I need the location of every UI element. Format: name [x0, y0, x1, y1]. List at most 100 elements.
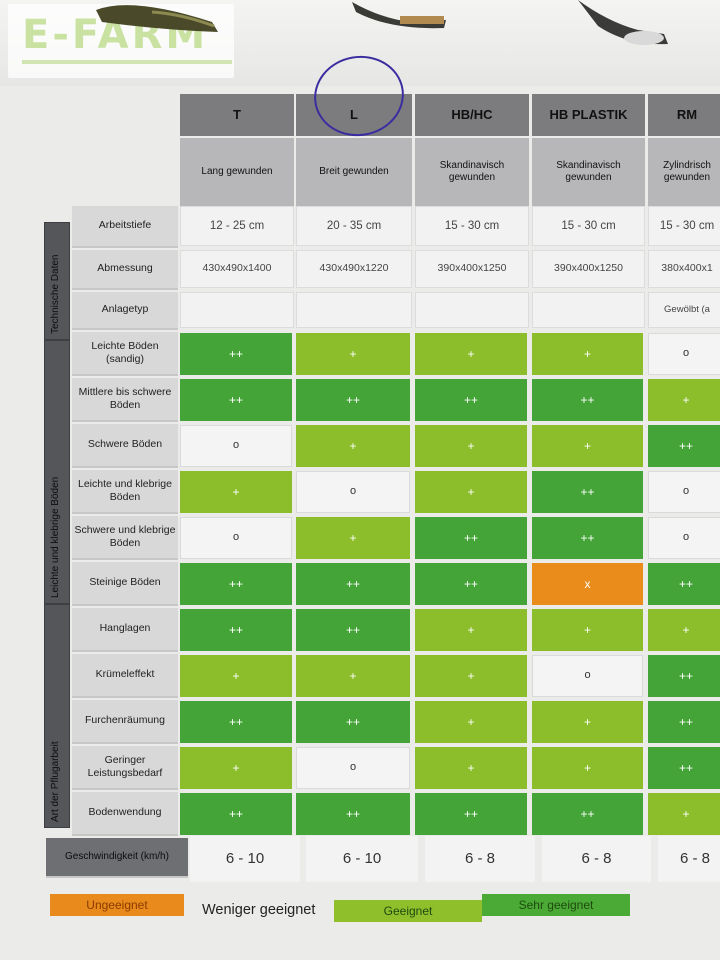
plough-l-image [352, 2, 446, 29]
rating-cell: + [415, 471, 527, 513]
legend-item: Ungeeignet [50, 894, 184, 916]
rating-cell: + [415, 655, 527, 697]
rating-cell: ++ [532, 471, 643, 513]
row-label: Steinige Böden [72, 562, 178, 606]
row-label: Furchenräumung [72, 700, 178, 744]
rating-cell: + [415, 701, 527, 743]
rating-cell: ++ [415, 563, 527, 605]
rating-cell: + [415, 747, 527, 789]
rating-cell: ++ [532, 379, 643, 421]
rating-cell: + [648, 609, 720, 651]
rating-cell: ++ [648, 701, 720, 743]
rating-cell: + [532, 609, 643, 651]
rating-cell: + [415, 609, 527, 651]
rating-cell: ++ [415, 517, 527, 559]
row-label: Leichte Böden (sandig) [72, 332, 178, 376]
legend-item-weniger-geeignet: Weniger geeignet [202, 902, 316, 918]
row-label: Schwere Böden [72, 424, 178, 468]
rating-cell: ++ [415, 793, 527, 835]
column-code-header: T [180, 94, 294, 136]
tech-value-cell: 430x490x1220 [296, 250, 412, 288]
speed-value-cell: 6 - 10 [306, 836, 418, 882]
rating-cell: + [648, 793, 720, 835]
tech-value-cell: 12 - 25 cm [180, 206, 294, 246]
rating-cell: ++ [180, 333, 292, 375]
rating-cell: ++ [415, 379, 527, 421]
tech-value-cell [296, 292, 412, 328]
rating-cell: + [532, 333, 643, 375]
tech-value-cell: 20 - 35 cm [296, 206, 412, 246]
column-type-header: Lang gewunden [180, 138, 294, 206]
row-label: Hanglagen [72, 608, 178, 652]
speed-row-label: Geschwindigkeit (km/h) [46, 838, 188, 878]
tech-value-cell [415, 292, 529, 328]
row-label: Mittlere bis schwere Böden [72, 378, 178, 422]
plough-rm-image [578, 0, 668, 45]
rating-cell: ++ [180, 701, 292, 743]
column-code-header: L [296, 94, 412, 136]
column-type-header: Skandinavisch gewunden [532, 138, 645, 206]
rating-cell: ++ [648, 425, 720, 467]
plough-t-image [96, 5, 218, 32]
rating-cell: + [180, 471, 292, 513]
speed-value-cell: 6 - 8 [425, 836, 535, 882]
row-label: Leichte und klebrige Böden [72, 470, 178, 514]
rating-cell: o [296, 471, 410, 513]
rating-cell: + [180, 655, 292, 697]
rating-cell: ++ [180, 793, 292, 835]
legend-item: Geeignet [334, 900, 482, 922]
rating-cell: ++ [296, 793, 410, 835]
row-label: Arbeitstiefe [72, 206, 178, 248]
tech-value-cell [180, 292, 294, 328]
rating-cell: + [532, 747, 643, 789]
rating-cell: o [648, 517, 720, 559]
rating-cell: + [296, 425, 410, 467]
rating-cell: + [415, 425, 527, 467]
tech-value-cell: 390x400x1250 [532, 250, 645, 288]
tech-value-cell [532, 292, 645, 328]
row-label: Bodenwendung [72, 792, 178, 836]
rating-cell: + [296, 655, 410, 697]
row-label: Geringer Leistungsbedarf [72, 746, 178, 790]
rating-cell: ++ [648, 747, 720, 789]
group-bar-soils [44, 340, 70, 604]
rating-cell: ++ [296, 379, 410, 421]
rating-cell: + [415, 333, 527, 375]
column-type-header: Breit gewunden [296, 138, 412, 206]
rating-cell: + [296, 517, 410, 559]
rating-cell: ++ [532, 793, 643, 835]
rating-cell: ++ [532, 517, 643, 559]
tech-value-cell: 430x490x1400 [180, 250, 294, 288]
tech-value-cell: 15 - 30 cm [648, 206, 720, 246]
tech-value-cell: 15 - 30 cm [532, 206, 645, 246]
speed-value-cell: 6 - 8 [658, 836, 720, 882]
tech-value-cell: Gewölbt (a [648, 292, 720, 328]
rating-cell: ++ [180, 609, 292, 651]
column-code-header: HB PLASTIK [532, 94, 645, 136]
rating-cell: ++ [296, 563, 410, 605]
row-label: Krümeleffekt [72, 654, 178, 698]
rating-cell: + [648, 379, 720, 421]
group-label-soils: Leichte und klebrige Böden [50, 476, 61, 598]
column-type-header: Skandinavisch gewunden [415, 138, 529, 206]
speed-value-cell: 6 - 8 [542, 836, 651, 882]
rating-cell: o [296, 747, 410, 789]
rating-cell: o [648, 471, 720, 513]
row-label: Anlagetyp [72, 292, 178, 330]
group-label-ploughing: Art der Pflugarbeit [50, 741, 61, 822]
row-label: Abmessung [72, 250, 178, 290]
legend-item: Sehr geeignet [482, 894, 630, 916]
column-code-header: HB/HC [415, 94, 529, 136]
logo-underline [22, 60, 232, 64]
rating-cell: + [532, 701, 643, 743]
rating-cell: o [180, 425, 292, 467]
rating-cell: ++ [180, 563, 292, 605]
rating-cell: + [180, 747, 292, 789]
tech-value-cell: 380x400x1 [648, 250, 720, 288]
column-code-header: RM [648, 94, 720, 136]
rating-cell: + [532, 425, 643, 467]
rating-cell: ++ [648, 563, 720, 605]
tech-value-cell: 15 - 30 cm [415, 206, 529, 246]
rating-cell: + [296, 333, 410, 375]
rating-cell: o [648, 333, 720, 375]
